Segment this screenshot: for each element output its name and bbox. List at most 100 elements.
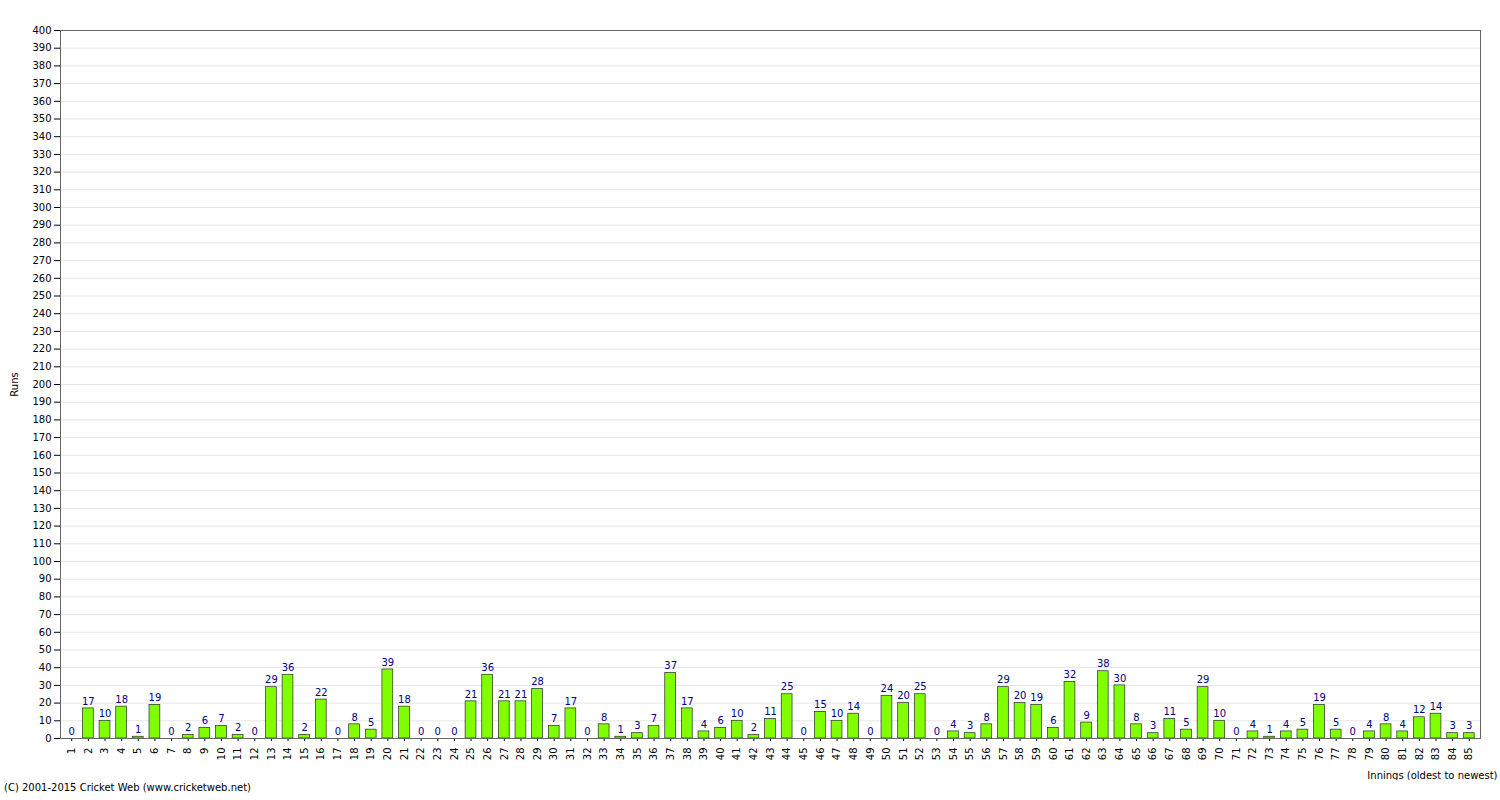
svg-text:100: 100 [32,556,51,567]
svg-text:18: 18 [398,694,411,705]
svg-text:180: 180 [32,414,51,425]
svg-text:4: 4 [1400,719,1406,730]
svg-text:57: 57 [998,748,1009,761]
svg-text:0: 0 [801,726,807,737]
svg-text:33: 33 [598,748,609,761]
svg-text:220: 220 [32,343,51,354]
svg-text:58: 58 [1014,748,1025,761]
svg-text:70: 70 [39,609,52,620]
svg-text:29: 29 [532,748,543,761]
svg-text:42: 42 [748,748,759,761]
svg-text:11: 11 [764,706,777,717]
svg-text:200: 200 [32,379,51,390]
svg-text:12: 12 [249,748,260,761]
svg-text:3: 3 [99,748,110,754]
svg-text:24: 24 [881,683,894,694]
svg-text:0: 0 [584,726,590,737]
svg-text:6: 6 [149,748,160,754]
svg-text:1: 1 [1266,724,1272,735]
svg-text:56: 56 [981,748,992,761]
svg-text:31: 31 [565,748,576,761]
svg-text:14: 14 [282,748,293,761]
svg-text:3: 3 [1449,720,1455,731]
svg-text:64: 64 [1114,748,1125,761]
svg-text:40: 40 [715,748,726,761]
svg-text:25: 25 [781,681,794,692]
svg-text:2: 2 [235,722,241,733]
svg-text:8: 8 [1383,712,1389,723]
svg-text:4: 4 [950,719,956,730]
svg-text:68: 68 [1181,748,1192,761]
svg-text:10: 10 [39,715,52,726]
svg-text:36: 36 [648,748,659,761]
svg-text:38: 38 [1097,658,1110,669]
svg-text:0: 0 [335,726,341,737]
svg-text:20: 20 [382,748,393,761]
svg-text:10: 10 [216,748,227,761]
svg-text:71: 71 [1231,748,1242,761]
svg-text:370: 370 [32,78,51,89]
svg-text:40: 40 [39,662,52,673]
svg-text:70: 70 [1214,748,1225,761]
svg-text:3: 3 [967,720,973,731]
svg-text:7: 7 [166,748,177,754]
svg-text:15: 15 [814,699,827,710]
svg-text:190: 190 [32,396,51,407]
svg-text:14: 14 [847,701,860,712]
svg-text:18: 18 [115,694,128,705]
svg-text:80: 80 [39,591,52,602]
svg-text:48: 48 [848,748,859,761]
svg-text:330: 330 [32,149,51,160]
svg-text:11: 11 [1163,706,1176,717]
svg-text:5: 5 [1300,717,1306,728]
svg-text:54: 54 [948,748,959,761]
svg-text:37: 37 [665,748,676,761]
svg-text:1: 1 [66,748,77,754]
svg-text:67: 67 [1164,748,1175,761]
svg-text:6: 6 [1050,715,1056,726]
svg-text:2: 2 [751,722,757,733]
svg-text:39: 39 [698,748,709,761]
svg-text:49: 49 [865,748,876,761]
svg-text:4: 4 [1366,719,1372,730]
svg-text:0: 0 [45,733,51,744]
svg-text:3: 3 [1150,720,1156,731]
svg-text:Runs: Runs [9,372,20,396]
svg-text:3: 3 [1466,720,1472,731]
svg-text:7: 7 [218,713,224,724]
svg-text:75: 75 [1297,748,1308,761]
svg-text:13: 13 [266,748,277,761]
svg-text:380: 380 [32,60,51,71]
svg-text:84: 84 [1447,748,1458,761]
svg-text:0: 0 [1350,726,1356,737]
svg-text:83: 83 [1430,748,1441,761]
svg-text:7: 7 [551,713,557,724]
svg-text:270: 270 [32,255,51,266]
svg-text:44: 44 [781,748,792,761]
svg-text:0: 0 [435,726,441,737]
svg-text:59: 59 [1031,748,1042,761]
svg-text:21: 21 [498,689,511,700]
svg-text:320: 320 [32,166,51,177]
svg-text:28: 28 [531,676,544,687]
svg-text:72: 72 [1247,748,1258,761]
svg-text:18: 18 [349,748,360,761]
svg-text:20: 20 [39,697,52,708]
svg-text:61: 61 [1064,748,1075,761]
svg-text:23: 23 [432,748,443,761]
svg-text:250: 250 [32,290,51,301]
svg-text:69: 69 [1197,748,1208,761]
svg-text:29: 29 [1197,674,1210,685]
svg-text:90: 90 [39,573,52,584]
svg-text:19: 19 [1030,692,1043,703]
svg-text:12: 12 [1413,704,1426,715]
svg-text:130: 130 [32,503,51,514]
svg-text:30: 30 [1114,673,1127,684]
svg-text:310: 310 [32,184,51,195]
svg-text:360: 360 [32,96,51,107]
svg-text:34: 34 [615,748,626,761]
svg-text:140: 140 [32,485,51,496]
svg-text:19: 19 [149,692,162,703]
svg-text:82: 82 [1414,748,1425,761]
svg-text:8: 8 [601,712,607,723]
